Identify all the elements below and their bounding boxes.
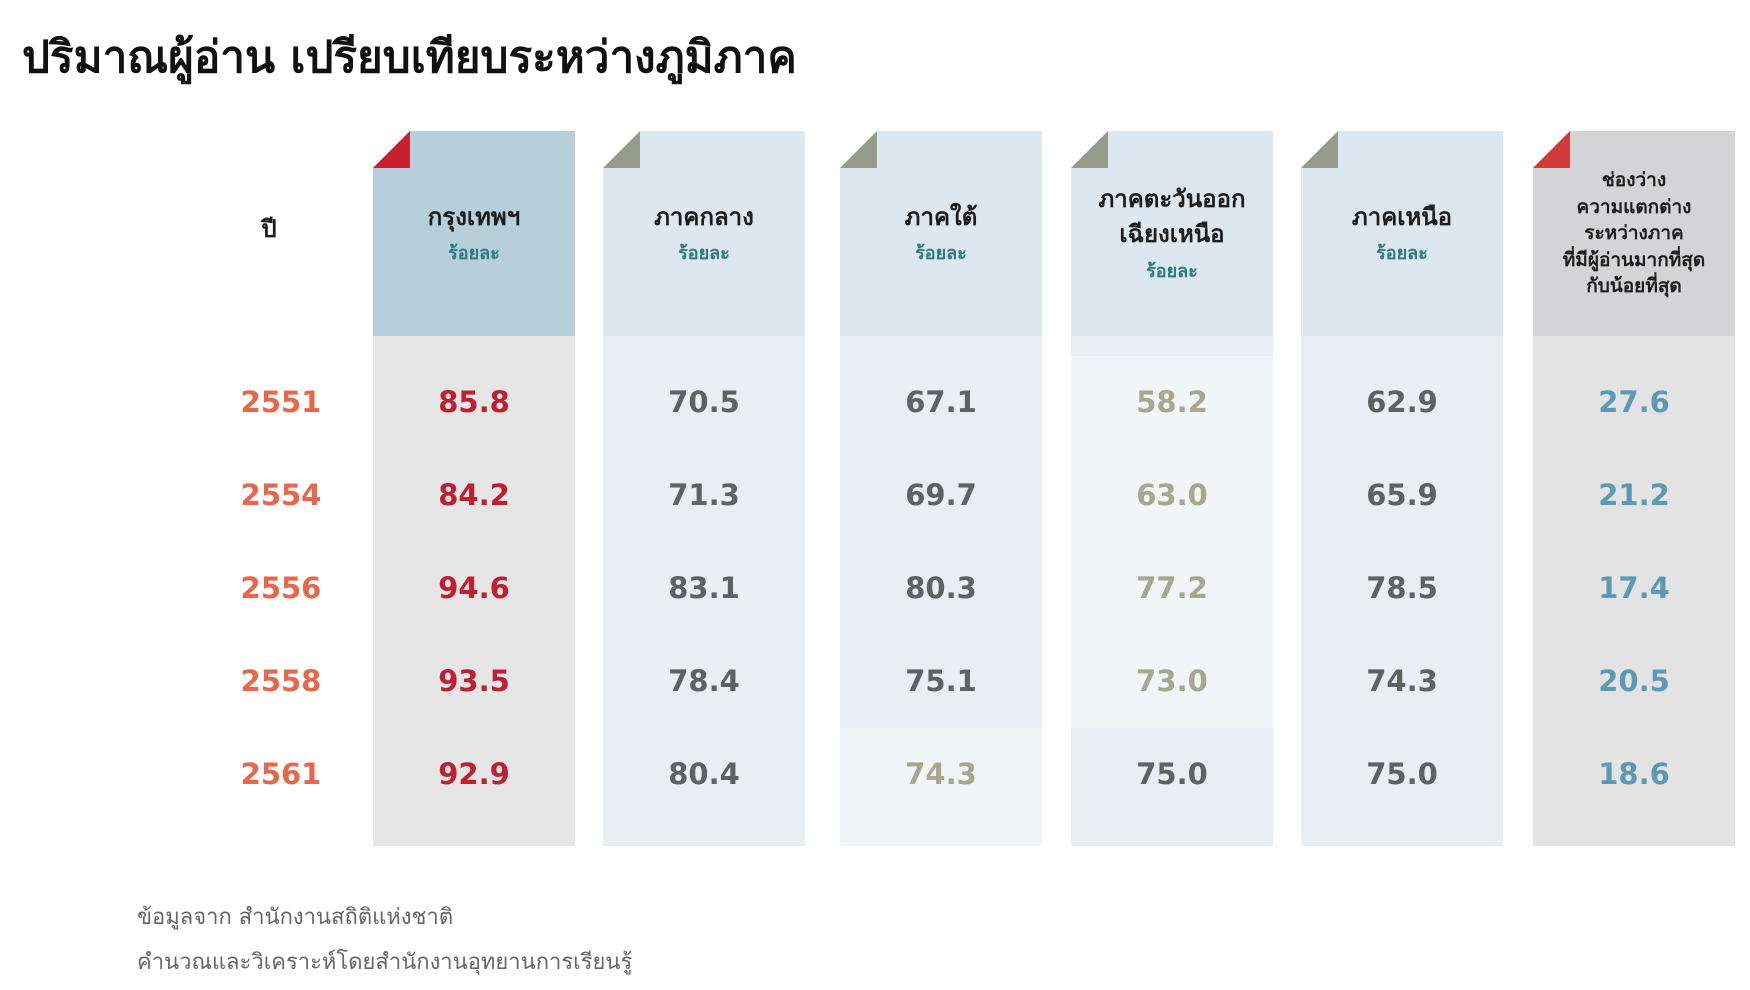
corner-fold: [1071, 131, 1108, 168]
column-body: [373, 336, 575, 846]
corner-fold: [1533, 131, 1570, 168]
cell-value: 21.2: [1598, 478, 1670, 512]
header-label: ความแตกต่าง: [1576, 195, 1692, 218]
cell-highlight: [1071, 635, 1273, 728]
cell-highlight: [840, 728, 1042, 846]
cell-value: 93.5: [438, 664, 510, 698]
header-label: ภาคกลาง: [654, 202, 754, 231]
cell-value: 65.9: [1366, 478, 1438, 512]
header-label: ภาคเหนือ: [1351, 202, 1453, 231]
cell-value: 70.5: [668, 385, 740, 419]
cell-value: 73.0: [1136, 664, 1208, 698]
year: 2558: [240, 664, 322, 698]
cell-value: 78.4: [668, 664, 740, 698]
cell-value: 75.1: [905, 664, 977, 698]
corner-fold: [840, 131, 877, 168]
cell-value: 78.5: [1366, 571, 1438, 605]
header-label: ภาคใต้: [904, 202, 978, 231]
cell-value: 75.0: [1366, 757, 1438, 791]
cell-value: 63.0: [1136, 478, 1208, 512]
cell-shade: [1071, 728, 1273, 846]
column-body: [1533, 336, 1735, 846]
cell-value: 17.4: [1598, 571, 1670, 605]
footnote: คำนวณและวิเคราะห์โดยสำนักงานอุทยานการเรี…: [137, 950, 633, 975]
column-body: [603, 336, 805, 846]
cell-value: 67.1: [905, 385, 977, 419]
cell-value: 80.4: [668, 757, 740, 791]
header-label: กับน้อยที่สุด: [1586, 275, 1682, 298]
cell-value: 71.3: [668, 478, 740, 512]
cell-highlight: [1071, 449, 1273, 542]
cell-value: 80.3: [905, 571, 977, 605]
cell-value: 84.2: [438, 478, 510, 512]
cell-value: 77.2: [1136, 571, 1208, 605]
cell-value: 58.2: [1136, 385, 1208, 419]
header-label: ช่องว่าง: [1601, 169, 1667, 192]
cell-value: 92.9: [438, 757, 510, 791]
cell-value: 69.7: [905, 478, 977, 512]
year: 2554: [240, 478, 322, 512]
footnote: ข้อมูลจาก สำนักงานสถิติแห่งชาติ: [137, 905, 454, 930]
year: 2556: [240, 571, 322, 605]
cell-value: 27.6: [1598, 385, 1670, 419]
corner-fold: [373, 131, 410, 168]
header-unit: ร้อยละ: [1146, 260, 1198, 282]
cell-value: 85.8: [438, 385, 510, 419]
cell-value: 74.3: [1366, 664, 1438, 698]
header-label: เฉียงเหนือ: [1119, 220, 1225, 248]
header-unit: ร้อยละ: [1376, 243, 1428, 265]
title: ปริมาณผู้อ่าน เปรียบเทียบระหว่างภูมิภาค: [22, 32, 797, 83]
header-unit: ร้อยละ: [678, 243, 730, 265]
header-label: ภาคตะวันออก: [1098, 185, 1246, 214]
cell-value: 74.3: [905, 757, 977, 791]
header-unit: ร้อยละ: [448, 243, 500, 265]
header-label: กรุงเทพฯ: [427, 202, 521, 231]
header-label: ที่มีผู้อ่านมากที่สุด: [1562, 248, 1706, 271]
year: 2561: [240, 757, 322, 791]
corner-fold: [603, 131, 640, 168]
column-body: [1301, 336, 1503, 846]
year: 2551: [240, 385, 322, 419]
cell-value: 20.5: [1598, 664, 1670, 698]
header-label: ระหว่างภาค: [1584, 222, 1684, 245]
cell-value: 18.6: [1598, 757, 1670, 791]
cell-value: 75.0: [1136, 757, 1208, 791]
cell-value: 62.9: [1366, 385, 1438, 419]
year-header: ปี: [261, 215, 277, 243]
cell-value: 83.1: [668, 571, 740, 605]
cell-value: 94.6: [438, 571, 510, 605]
cell-highlight: [1071, 356, 1273, 449]
corner-fold: [1301, 131, 1338, 168]
cell-highlight: [1071, 542, 1273, 635]
header-unit: ร้อยละ: [915, 243, 967, 265]
